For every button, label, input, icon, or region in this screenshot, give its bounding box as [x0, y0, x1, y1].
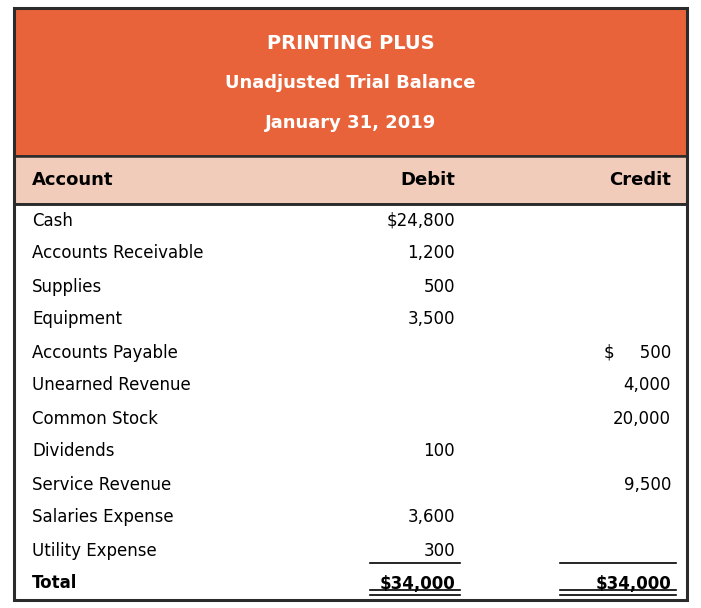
- Text: 3,600: 3,600: [407, 508, 455, 527]
- Text: Dividends: Dividends: [32, 443, 114, 460]
- Text: $34,000: $34,000: [379, 575, 455, 593]
- Text: $   500: $ 500: [604, 344, 671, 362]
- Text: Accounts Receivable: Accounts Receivable: [32, 244, 203, 263]
- Text: Salaries Expense: Salaries Expense: [32, 508, 174, 527]
- Text: Equipment: Equipment: [32, 311, 122, 328]
- Text: 1,200: 1,200: [407, 244, 455, 263]
- Text: Total: Total: [32, 575, 77, 593]
- Text: Cash: Cash: [32, 212, 73, 229]
- Text: January 31, 2019: January 31, 2019: [265, 114, 436, 133]
- Text: 3,500: 3,500: [407, 311, 455, 328]
- Text: Unadjusted Trial Balance: Unadjusted Trial Balance: [225, 75, 476, 92]
- Text: Service Revenue: Service Revenue: [32, 475, 171, 494]
- Text: 20,000: 20,000: [613, 410, 671, 427]
- Text: 300: 300: [423, 542, 455, 559]
- Bar: [14, 8, 687, 156]
- Text: Unearned Revenue: Unearned Revenue: [32, 376, 191, 395]
- Text: Common Stock: Common Stock: [32, 410, 158, 427]
- Text: Debit: Debit: [400, 171, 455, 189]
- Text: 100: 100: [423, 443, 455, 460]
- Text: PRINTING PLUS: PRINTING PLUS: [266, 34, 435, 53]
- Text: Credit: Credit: [609, 171, 671, 189]
- Text: $24,800: $24,800: [386, 212, 455, 229]
- Text: Account: Account: [32, 171, 114, 189]
- Text: $34,000: $34,000: [595, 575, 671, 593]
- Bar: [14, 156, 687, 204]
- Bar: [14, 204, 687, 600]
- Text: Utility Expense: Utility Expense: [32, 542, 157, 559]
- Text: Supplies: Supplies: [32, 277, 102, 295]
- Text: Accounts Payable: Accounts Payable: [32, 344, 178, 362]
- Text: 500: 500: [423, 277, 455, 295]
- Text: 9,500: 9,500: [624, 475, 671, 494]
- Text: 4,000: 4,000: [624, 376, 671, 395]
